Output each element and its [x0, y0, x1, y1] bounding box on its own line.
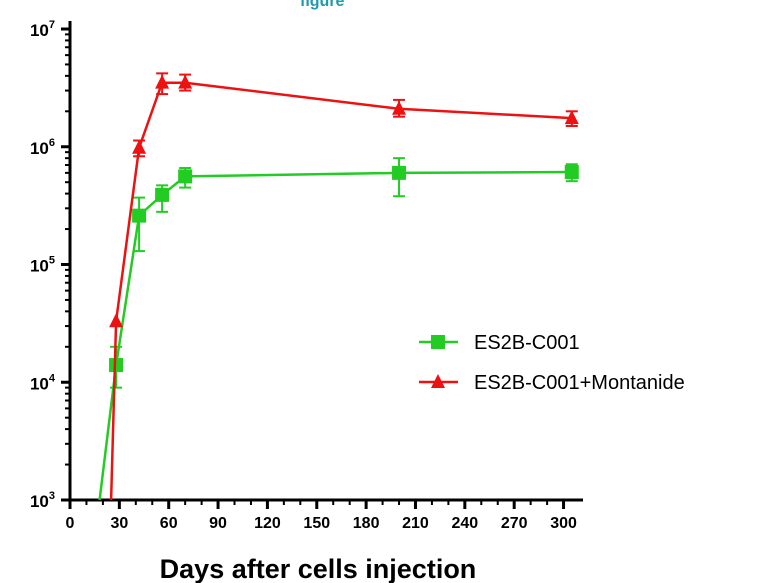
- series-line: [109, 81, 572, 500]
- series-clip-group: [98, 72, 579, 500]
- data-point-triangle: [392, 100, 407, 115]
- x-tick-label: 240: [451, 515, 478, 532]
- x-tick-label: 90: [209, 515, 227, 532]
- data-point-square: [564, 165, 579, 180]
- x-tick-label: 270: [501, 515, 528, 532]
- x-tick-label: 60: [160, 515, 178, 532]
- data-point-triangle: [132, 139, 147, 154]
- x-tick-label: 300: [550, 515, 577, 532]
- data-point-triangle: [109, 313, 124, 328]
- legend-label: ES2B-C001: [474, 332, 580, 354]
- data-point-square: [132, 208, 147, 223]
- x-tick-label: 150: [303, 515, 330, 532]
- y-tick-label: 106: [30, 137, 55, 158]
- x-tick-label: 0: [66, 515, 75, 532]
- svg-text:figure: figure: [300, 0, 345, 10]
- partial-top-title: figure: [300, 0, 345, 10]
- data-point-square: [392, 165, 407, 180]
- data-point-square: [155, 187, 170, 202]
- x-tick-label: 30: [110, 515, 128, 532]
- x-tick-label: 120: [254, 515, 281, 532]
- legend-item: ES2B-C001+Montanide: [419, 372, 685, 394]
- data-point-square: [178, 169, 193, 184]
- y-tick-label: 104: [30, 372, 56, 393]
- y-tick-label: 107: [30, 19, 55, 40]
- data-point-square: [431, 335, 445, 349]
- data-point-triangle: [564, 110, 579, 125]
- x-axis-label: Days after cells injection: [160, 554, 477, 583]
- x-tick-label: 180: [353, 515, 380, 532]
- series-es2b-c001-montanide: [109, 72, 579, 500]
- data-point-triangle: [155, 74, 170, 89]
- x-tick-label: 210: [402, 515, 429, 532]
- y-tick-label: 103: [30, 490, 55, 511]
- chart-axes: 103 104 105 106 107 0 30 60 90 120 150 180 210 240 270…: [30, 19, 583, 532]
- chart-legend: ES2B-C001 ES2B-C001+Montanide: [419, 332, 685, 394]
- series-line-tail: [98, 499, 100, 500]
- legend-item: ES2B-C001: [419, 332, 580, 354]
- data-point-triangle: [431, 374, 445, 388]
- y-tick-label: 105: [30, 255, 55, 276]
- chart-series: [98, 72, 579, 500]
- legend-label: ES2B-C001+Montanide: [474, 372, 685, 394]
- data-point-triangle: [178, 74, 193, 89]
